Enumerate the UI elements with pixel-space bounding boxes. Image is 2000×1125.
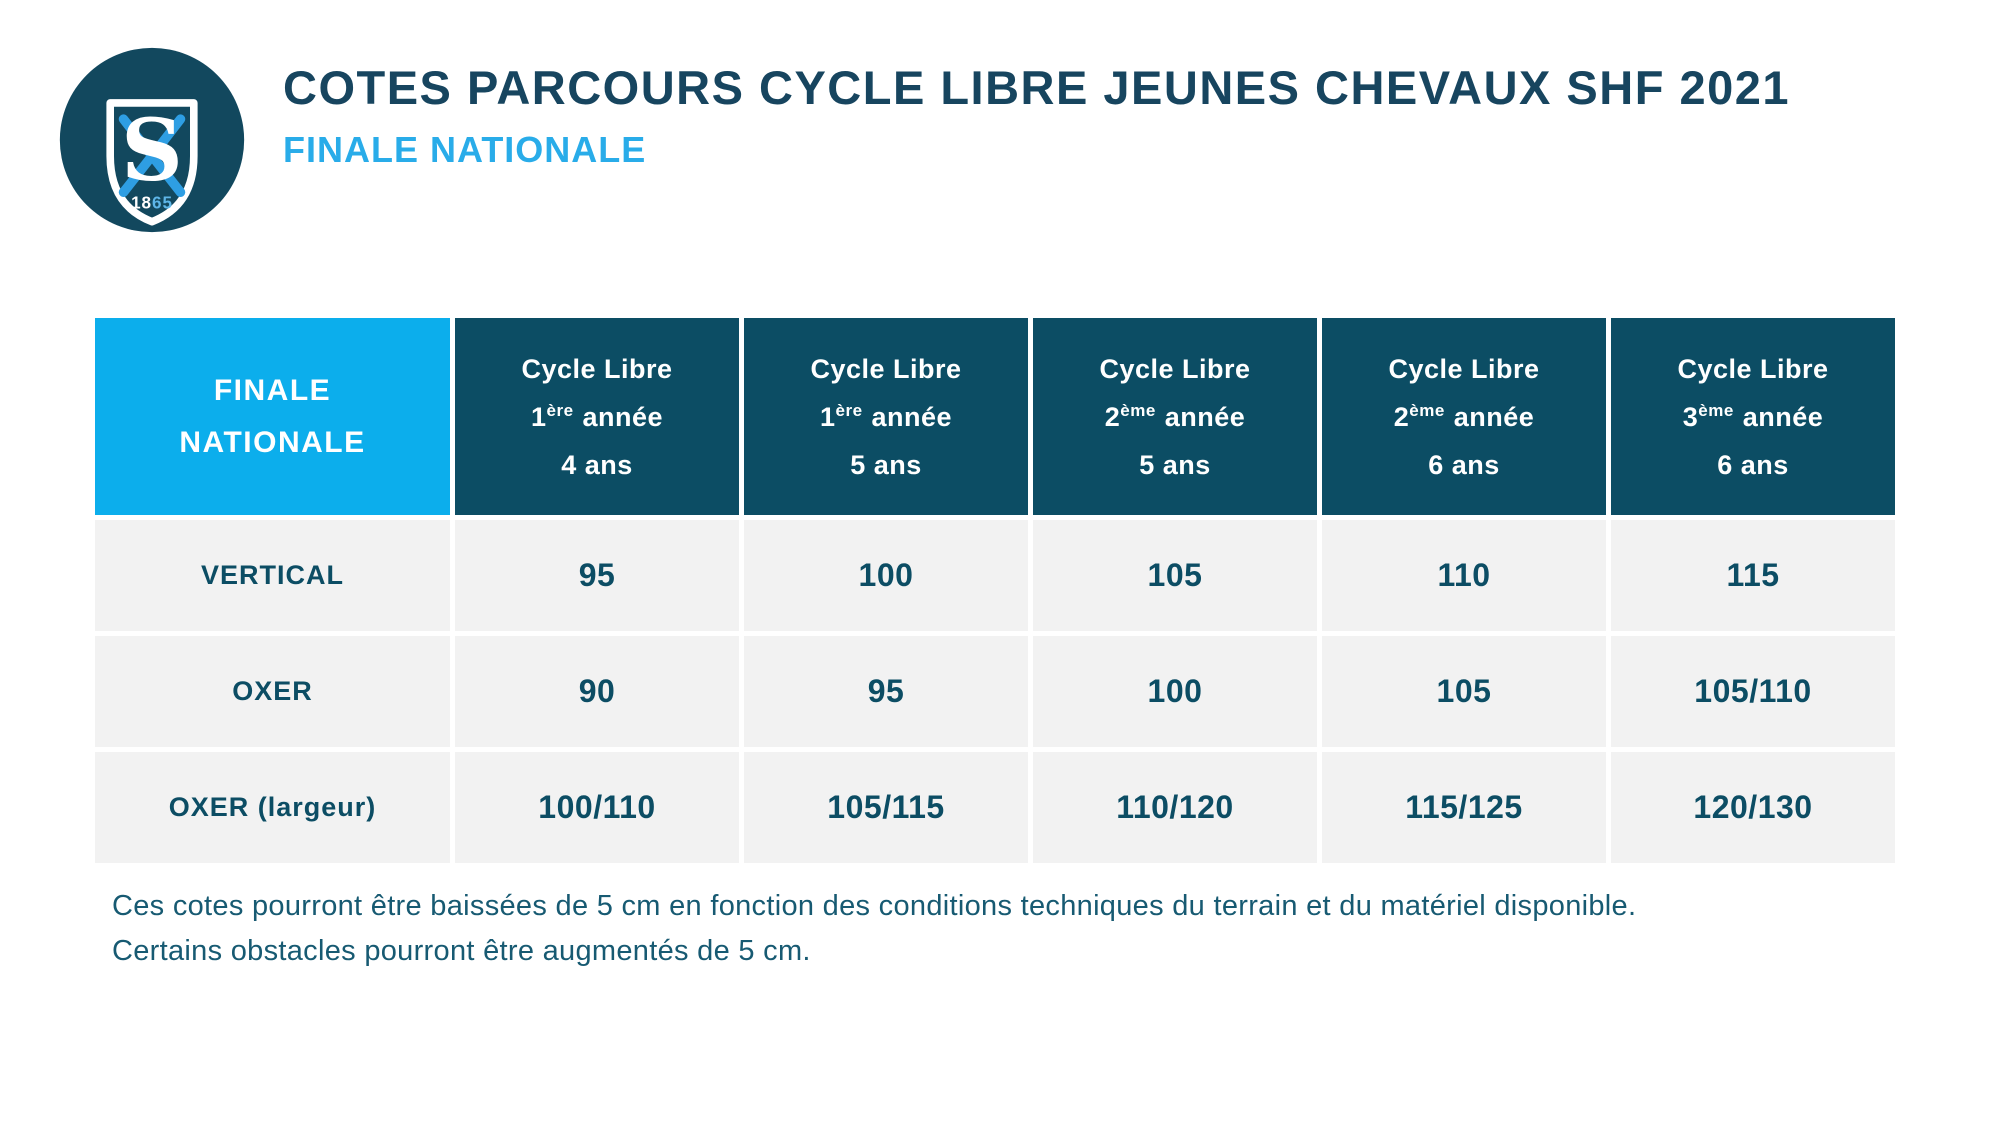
column-header-5: Cycle Libre 3ème année 6 ans — [1611, 318, 1895, 515]
table-row-vertical: VERTICAL 95 100 105 110 115 — [95, 520, 1895, 631]
line2-rest: année — [1164, 401, 1246, 432]
value-cell: 105 — [1322, 636, 1606, 747]
value-cell: 120/130 — [1611, 752, 1895, 863]
line2-rest: année — [1742, 401, 1824, 432]
row-label: OXER (largeur) — [95, 752, 450, 863]
table-corner-header: FINALE NATIONALE — [95, 318, 450, 515]
logo-monogram-h-icon — [118, 114, 186, 197]
cotes-table: FINALE NATIONALE Cycle Libre 1ère année 4… — [95, 318, 1895, 863]
value-cell: 105 — [1033, 520, 1317, 631]
column-header-line2: 1ère année — [455, 393, 739, 441]
line2-rest: année — [871, 401, 952, 432]
row-label: VERTICAL — [95, 520, 450, 631]
column-header-line2: 3ème année — [1611, 393, 1895, 441]
value-cell: 100 — [1033, 636, 1317, 747]
footer-note-line1: Ces cotes pourront être baissées de 5 cm… — [112, 890, 1637, 922]
value-cell: 110/120 — [1033, 752, 1317, 863]
page-subtitle: FINALE NATIONALE — [283, 129, 647, 170]
header: COTES PARCOURS CYCLE LIBRE JEUNES CHEVAU… — [283, 60, 1790, 171]
shf-logo: S 1865 — [59, 47, 245, 233]
ordinal: 1 — [530, 401, 547, 432]
logo-circle — [59, 47, 245, 233]
footer-note: Ces cotes pourront être baissées de 5 cm… — [112, 884, 1636, 974]
column-header-2: Cycle Libre 1ère année 5 ans — [744, 318, 1028, 515]
line2-rest: année — [1453, 401, 1535, 432]
value-cell: 115/125 — [1322, 752, 1606, 863]
column-header-line3: 5 ans — [1139, 449, 1211, 480]
ordinal-sup: ème — [1409, 400, 1445, 420]
ordinal: 2 — [1104, 401, 1121, 432]
column-header-line1: Cycle Libre — [1677, 353, 1829, 384]
value-cell: 100/110 — [455, 752, 739, 863]
column-header-line1: Cycle Libre — [1388, 353, 1540, 384]
value-cell: 105/110 — [1611, 636, 1895, 747]
table-header-row: FINALE NATIONALE Cycle Libre 1ère année 4… — [95, 318, 1895, 515]
column-header-line1: Cycle Libre — [810, 353, 962, 384]
page-title: COTES PARCOURS CYCLE LIBRE JEUNES CHEVAU… — [283, 61, 1791, 114]
table-row-oxer-largeur: OXER (largeur) 100/110 105/115 110/120 1… — [95, 752, 1895, 863]
column-header-line3: 6 ans — [1428, 449, 1500, 480]
row-label: OXER — [95, 636, 450, 747]
table-row-oxer: OXER 90 95 100 105 105/110 — [95, 636, 1895, 747]
value-cell: 115 — [1611, 520, 1895, 631]
column-header-line1: Cycle Libre — [1099, 353, 1251, 384]
logo-monogram-s: S — [121, 101, 183, 201]
corner-line1: FINALE — [213, 373, 332, 407]
ordinal: 2 — [1393, 401, 1410, 432]
value-cell: 95 — [455, 520, 739, 631]
logo-year: 1865 — [131, 193, 173, 212]
ordinal-sup: ère — [835, 400, 863, 420]
value-cell: 105/115 — [744, 752, 1028, 863]
column-header-line1: Cycle Libre — [521, 353, 673, 384]
ordinal: 1 — [819, 401, 836, 432]
line2-rest: année — [582, 401, 663, 432]
column-header-line2: 2ème année — [1322, 393, 1606, 441]
column-header-line3: 4 ans — [561, 449, 633, 480]
column-header-1: Cycle Libre 1ère année 4 ans — [455, 318, 739, 515]
column-header-line3: 6 ans — [1717, 449, 1789, 480]
footer-note-line2: Certains obstacles pourront être augment… — [112, 935, 811, 967]
ordinal-sup: ème — [1120, 400, 1156, 420]
column-header-line2: 1ère année — [744, 393, 1028, 441]
ordinal-sup: ère — [546, 400, 574, 420]
value-cell: 100 — [744, 520, 1028, 631]
value-cell: 90 — [455, 636, 739, 747]
column-header-line3: 5 ans — [850, 449, 922, 480]
column-header-line2: 2ème année — [1033, 393, 1317, 441]
column-header-3: Cycle Libre 2ème année 5 ans — [1033, 318, 1317, 515]
ordinal-sup: ème — [1698, 400, 1734, 420]
value-cell: 110 — [1322, 520, 1606, 631]
value-cell: 95 — [744, 636, 1028, 747]
logo-shield-icon — [106, 99, 198, 226]
column-header-4: Cycle Libre 2ème année 6 ans — [1322, 318, 1606, 515]
ordinal: 3 — [1682, 401, 1699, 432]
corner-line2: NATIONALE — [179, 425, 366, 459]
